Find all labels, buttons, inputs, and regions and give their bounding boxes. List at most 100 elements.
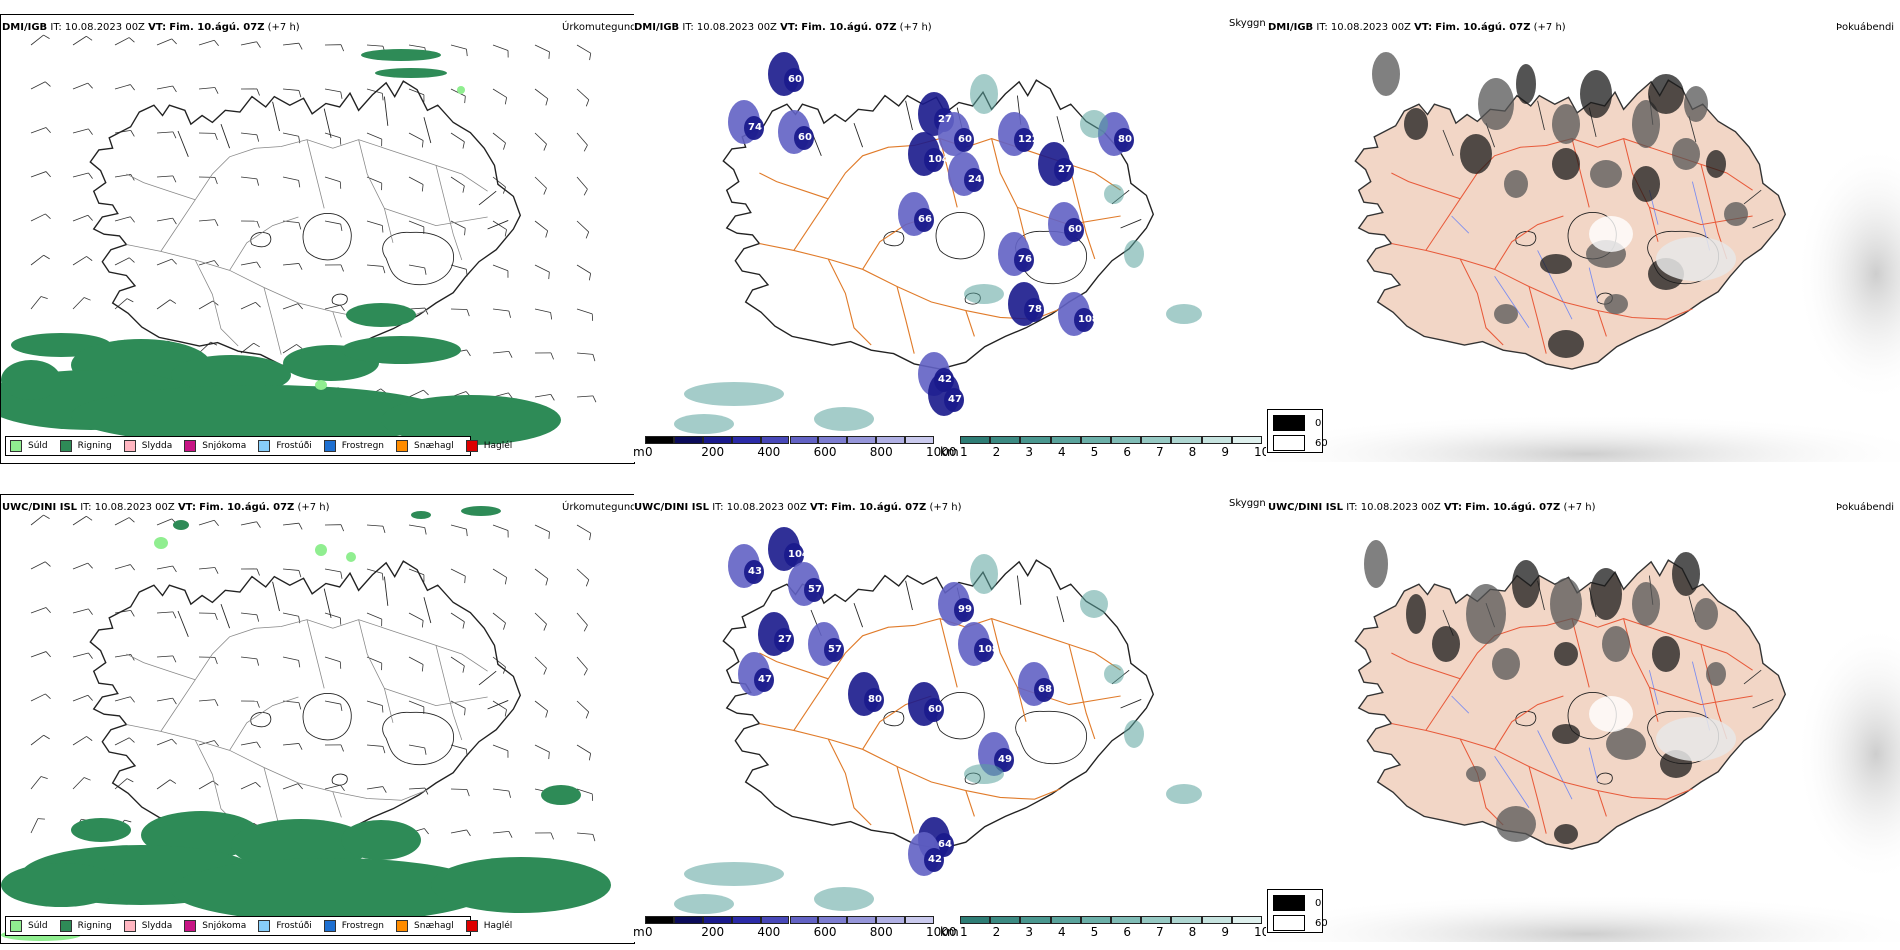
header-fog-bottom: UWC/DINI ISL IT: 10.08.2023 00Z VT: Fim.… [1268,502,1596,513]
colorbar-segment [760,436,790,444]
visibility-value-label: 49 [998,754,1012,765]
visibility-value-label: 99 [958,604,972,615]
fog-legend-row: 0 [1273,415,1321,431]
header-precip-bottom: UWC/DINI ISL IT: 10.08.2023 00Z VT: Fim.… [2,502,330,513]
colorbar-unit: m [633,925,645,939]
header-precip-top: DMI/IGB IT: 10.08.2023 00Z VT: Fim. 10.á… [2,22,300,33]
legend-item: Frostregn [323,440,385,452]
fog-title-bottom: Þokuábendi [1836,502,1895,513]
cloudbase-colorbar-bottom: m 0 200 400 600 800 1000 [633,916,957,940]
colorbar-segment [905,436,934,444]
colorbar-tick-label: 0 [645,925,653,939]
visibility-value-label: 60 [798,132,812,143]
visibility-value-label: 47 [758,674,772,685]
colorbar-segment [1141,436,1172,444]
legend-swatch [184,440,197,452]
colorbar-tick-label: 1 [960,445,968,459]
colorbar-tick-label: 6 [1123,925,1131,939]
colorbar-tick-label: 4 [1058,445,1066,459]
colorbar-tick-label: 800 [869,925,893,939]
legend-swatch [184,920,197,932]
colorbar-tick-label: 400 [757,445,781,459]
visibility-value-label: 68 [1038,684,1052,695]
legend-item: Frostregn [323,920,384,932]
colorbar-segment [876,436,906,444]
legend-item: Súld [10,920,48,932]
vis-title-bottom: Skyggni [1229,498,1269,509]
legend-label: Súld [28,441,48,451]
colorbar-tick-label: 9 [1221,445,1229,459]
model-name: DMI/IGB [2,22,48,33]
colorbar-tick-label: 800 [869,445,893,459]
legend-swatch [323,440,336,452]
colorbar-tick-label: 1 [960,925,968,939]
fog-legend-swatch [1273,435,1305,451]
legend-item: Rigning [59,440,112,452]
colorbar-segment [673,916,703,924]
legend-label: Snæhagl [414,441,454,451]
fog-legend-row: 0 [1273,895,1321,911]
visibility-value-label: 57 [808,584,822,595]
precip-title-bottom: Úrkomutegund [562,502,637,513]
colorbar-tick-label: 600 [813,445,837,459]
fog-legend-bottom: 0 60 [1267,889,1328,933]
visibility-value-label: 76 [1018,254,1032,265]
precip-legend-bottom: Súld Rigning Slydda Snjókoma Frostúði Frostre… [5,916,512,936]
colorbar-segment [905,916,934,924]
visibility-value-label: 80 [868,694,882,705]
precip-legend-top: Súld Rigning Slydda Snjókoma Frostúði Frostre… [5,436,512,456]
legend-swatch [258,440,271,452]
header-fog-top: DMI/IGB IT: 10.08.2023 00Z VT: Fim. 10.á… [1268,22,1566,33]
colorbar-segment [760,916,790,924]
colorbar-segment [1171,916,1202,924]
visibility-map-top: 60 74 60 27 60 24 104 66 122 27 60 76 78 108 42 47 80 [674,52,1202,434]
legend-swatch [123,920,136,932]
legend-swatch [123,440,136,452]
colorbar-segment [960,436,991,444]
cloudbase-visibility-panel-top: 60 74 60 27 60 24 104 66 122 27 60 76 78 108 42 47 80 [634,14,1265,462]
fog-legend-label: 60 [1315,437,1328,449]
colorbar-tick-label: 7 [1156,445,1164,459]
colorbar-segment [1111,916,1142,924]
fog-legend-label: 0 [1315,897,1322,909]
colorbar-tick-label: 2 [992,925,1001,939]
legend-label: Frostregn [341,441,385,451]
colorbar-segment [702,436,732,444]
colorbar-segment [1201,916,1232,924]
fog-map-top [1266,52,1900,462]
colorbar-segment [818,916,848,924]
colorbar-tick-label: 7 [1156,925,1164,939]
visibility-value-label: 27 [778,634,792,645]
colorbar-segment [1231,436,1262,444]
legend-item: Snjókoma [184,440,246,452]
legend-swatch [323,920,336,932]
colorbar-unit: m [633,445,645,459]
legend-swatch [258,920,271,932]
legend-label: Snjókoma [202,921,247,931]
legend-item: Rigning [59,920,112,932]
precip-type-panel-bottom: Súld Rigning Slydda Snjókoma Frostúði Frostre… [0,494,635,944]
visibility-value-label: 60 [788,74,802,85]
legend-item: Frostúði [258,920,312,932]
visibility-value-label: 104 [788,549,809,560]
fog-panel-bottom: 0 60 [1266,494,1900,942]
colorbar-segment [673,436,703,444]
legend-label: Frostúði [276,921,312,931]
fog-legend-row: 60 [1273,915,1328,931]
visibility-value-label: 57 [828,644,842,655]
colorbar-unit: km [940,925,959,939]
legend-swatch [10,440,22,452]
visibility-value-label: 42 [928,854,942,865]
colorbar-segment [847,916,877,924]
visibility-value-label: 64 [938,839,952,850]
vis-title-top: Skyggni [1229,18,1269,29]
legend-label: Rigning [77,921,112,931]
colorbar-segment [1080,436,1111,444]
colorbar-segment [731,436,761,444]
legend-item: Súld [10,440,48,452]
fog-map-bottom [1266,540,1900,942]
colorbar-tick-label: 8 [1188,445,1197,459]
legend-label: Slydda [141,441,173,451]
cloudbase-colorbar-top: m 0 200 400 600 800 1000 [633,436,957,460]
colorbar-segment [1050,436,1081,444]
